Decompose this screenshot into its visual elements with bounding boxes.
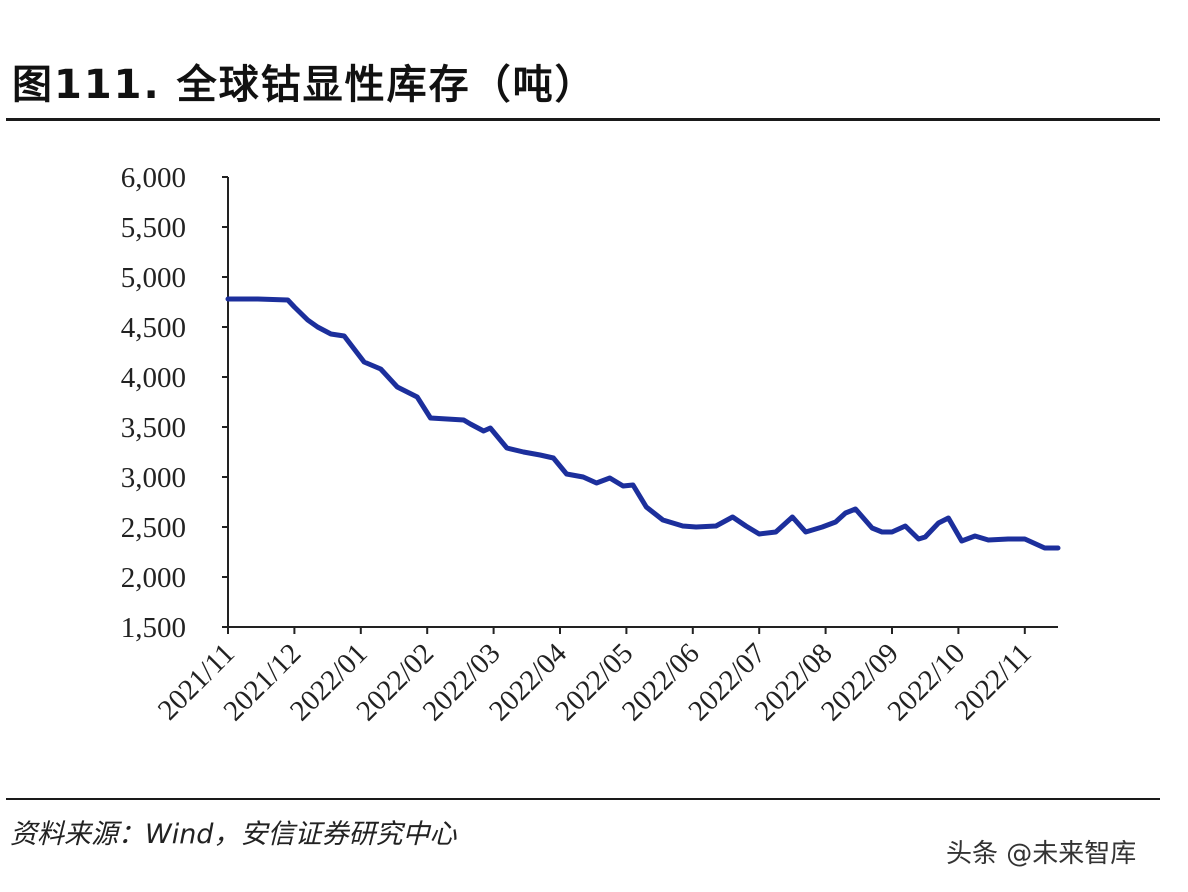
chart-axes <box>227 177 1058 628</box>
y-tick-label: 2,500 <box>121 512 186 544</box>
y-tick-label: 6,000 <box>121 162 186 194</box>
x-axis-ticks: 2021/112021/122022/012022/022022/032022/… <box>152 627 1038 727</box>
y-tick-label: 3,000 <box>121 462 186 494</box>
title-divider <box>6 118 1160 121</box>
y-tick-label: 5,500 <box>121 212 186 244</box>
series-line <box>225 296 1061 551</box>
source-note: 资料来源：Wind，安信证券研究中心 <box>10 819 457 850</box>
chart-title: 图111. 全球钴显性库存（吨） <box>12 62 597 108</box>
y-tick-label: 5,000 <box>121 262 186 294</box>
y-tick-label: 4,000 <box>121 362 186 394</box>
series-group <box>225 296 1061 551</box>
y-tick-label: 2,000 <box>121 562 186 594</box>
y-tick-label: 4,500 <box>121 312 186 344</box>
y-tick-label: 3,500 <box>121 412 186 444</box>
y-axis-ticks: 6,000 5,500 5,000 4,500 4,000 3,500 3,000 2,500… <box>121 162 228 644</box>
y-tick-label: 1,500 <box>121 612 186 644</box>
source-divider <box>6 798 1160 800</box>
watermark-text: 头条 @未来智库 <box>946 839 1137 869</box>
